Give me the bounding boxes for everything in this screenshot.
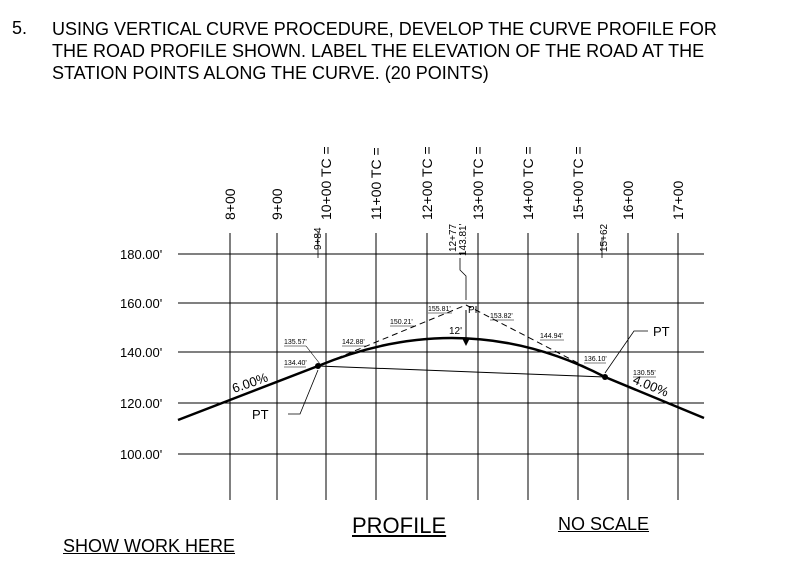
question-number: 5. <box>12 18 28 38</box>
station-grid <box>229 233 679 500</box>
question-line-2: THE ROAD PROFILE SHOWN. LABEL THE ELEVAT… <box>52 41 705 61</box>
elevation-label-100: 100.00' <box>120 447 162 462</box>
pi-label: PI <box>468 305 477 316</box>
pi-pointer <box>459 258 467 300</box>
show-work-label: SHOW WORK HERE <box>63 536 236 556</box>
station-label-17: 17+00 <box>670 180 686 220</box>
pt-leader <box>604 330 648 374</box>
road-profile-curve <box>177 336 705 422</box>
pi-station-label-a: 12+77 <box>448 223 459 252</box>
pt-station-label: 15+62 <box>599 223 610 252</box>
station-label-15: 15+00 TC = <box>570 146 586 220</box>
station-label-16: 16+00 <box>620 180 636 220</box>
pc-leader <box>288 369 319 415</box>
profile-title: PROFILE <box>352 513 447 538</box>
elev-153-82: 153.82' <box>490 313 513 320</box>
elev-144-94: 144.94' <box>540 333 563 340</box>
elev-134-40: 134.40' <box>284 360 307 367</box>
elevation-label-120: 120.00' <box>120 396 162 411</box>
station-label-14: 14+00 TC = <box>520 146 536 220</box>
middle-offset-label: 12' <box>449 326 462 337</box>
elevation-label-160: 160.00' <box>120 296 162 311</box>
station-label-11: 11+00 TC = <box>368 147 384 220</box>
question-line-1: USING VERTICAL CURVE PROCEDURE, DEVELOP … <box>52 19 717 39</box>
elev-130-55: 130.55' <box>633 370 656 377</box>
station-label-8: 8+00 <box>222 188 238 220</box>
elev-142-88: 142.88' <box>342 339 365 346</box>
elevation-grid <box>178 253 704 455</box>
pt-point <box>602 374 608 380</box>
question-line-3: STATION POINTS ALONG THE CURVE. (20 POIN… <box>52 63 489 83</box>
long-chord <box>317 365 606 378</box>
pi-station-label-b: 143.81' <box>458 223 469 256</box>
elev-155-81: 155.81' <box>428 306 451 313</box>
elev-150-21: 150.21' <box>390 319 413 326</box>
station-label-9: 9+00 <box>269 188 285 220</box>
station-label-10: 10+00 TC = <box>318 146 334 220</box>
elev-136-10: 136.10' <box>584 356 607 363</box>
entry-tangent <box>317 304 467 367</box>
elevation-label-180: 180.00' <box>120 247 162 262</box>
no-scale-note: NO SCALE <box>558 514 650 534</box>
pc-station-label: 9+84 <box>313 227 324 250</box>
pt-label: PT <box>653 324 670 339</box>
elev-135-57: 135.57' <box>284 339 307 346</box>
station-label-12: 12+00 TC = <box>419 146 435 220</box>
pc-point <box>315 363 321 369</box>
question-text: USING VERTICAL CURVE PROCEDURE, DEVELOP … <box>52 18 797 84</box>
pc-label: PT <box>252 407 269 422</box>
elevation-label-140: 140.00' <box>120 345 162 360</box>
station-label-13: 13+00 TC = <box>470 146 486 220</box>
